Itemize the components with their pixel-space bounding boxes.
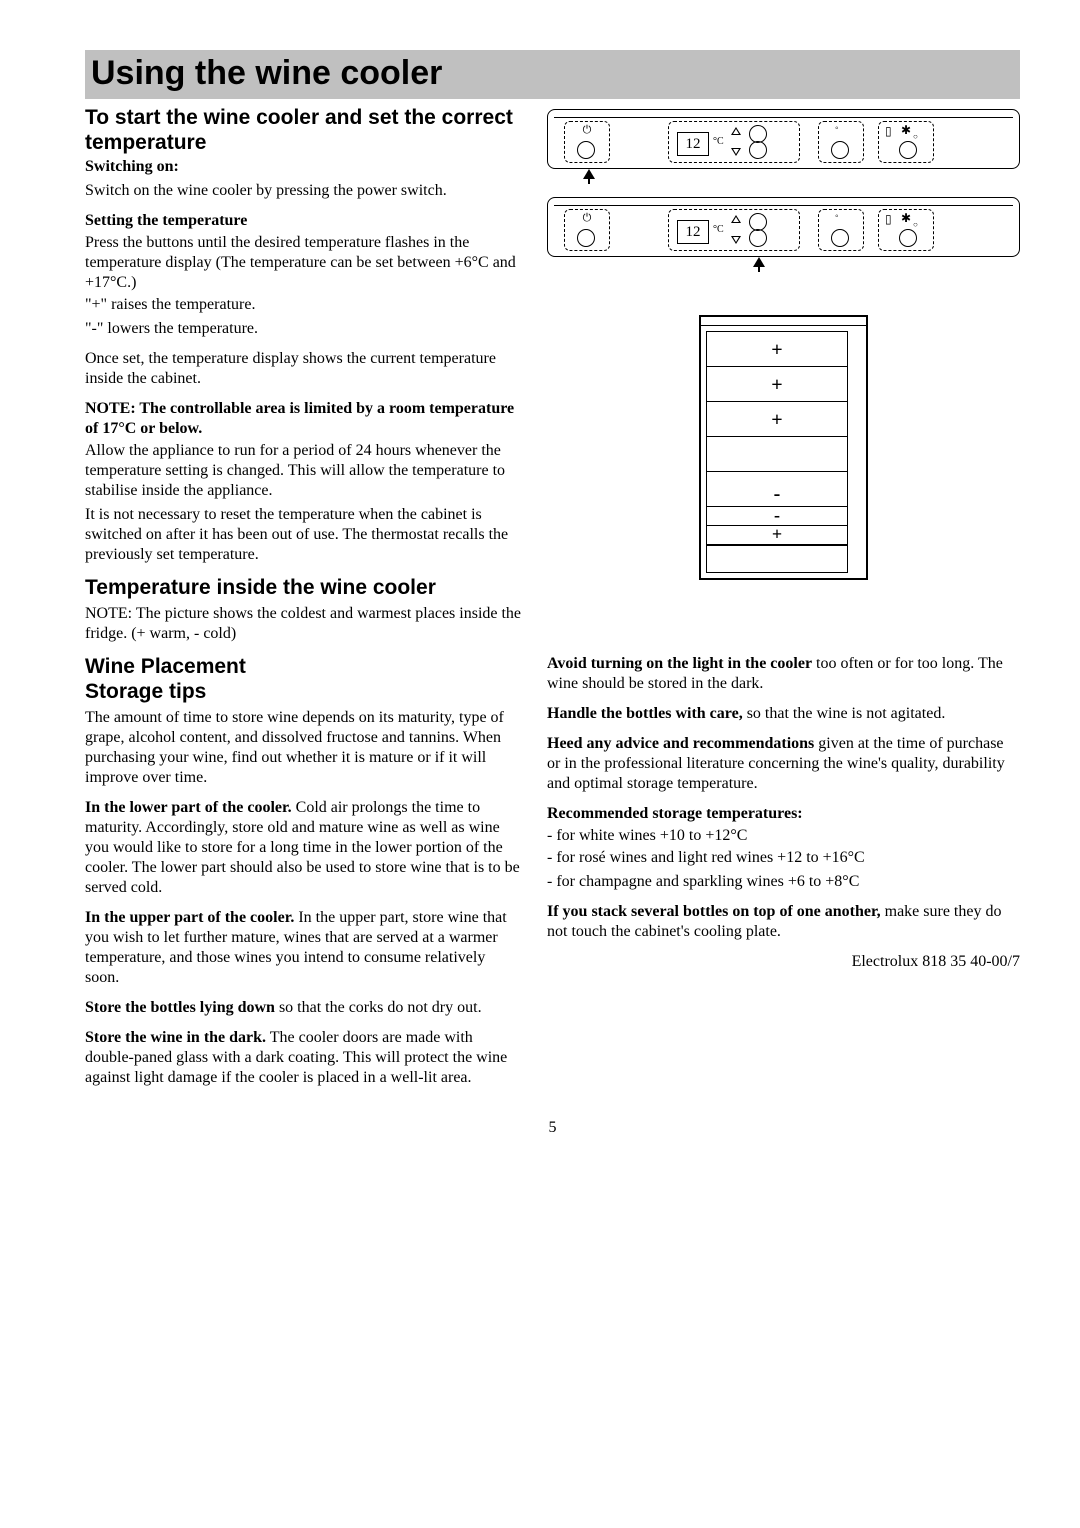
list-item: - for champagne and sparkling wines +6 t… bbox=[547, 872, 1020, 892]
button-icon bbox=[899, 141, 917, 159]
fridge-temperature-diagram: + + + - - + bbox=[699, 315, 868, 580]
shelf-row: + bbox=[707, 367, 847, 402]
two-column-layout: To start the wine cooler and set the cor… bbox=[85, 101, 1020, 1099]
button-icon bbox=[899, 229, 917, 247]
temp-up-icon bbox=[731, 127, 741, 135]
temp-down-icon bbox=[731, 148, 741, 156]
button-icon bbox=[749, 229, 767, 247]
shelf-row: - bbox=[707, 507, 847, 526]
section-heading: To start the wine cooler and set the cor… bbox=[85, 105, 523, 155]
footer-brand: Electrolux 818 35 40-00/7 bbox=[547, 952, 1020, 972]
subheading: Recommended storage temperatures: bbox=[547, 804, 1020, 824]
body-text: Avoid turning on the light in the cooler… bbox=[547, 654, 1020, 694]
body-text: Handle the bottles with care, so that th… bbox=[547, 704, 1020, 724]
inline-bold: In the upper part of the cooler. bbox=[85, 909, 294, 926]
section-heading: Wine Placement bbox=[85, 654, 523, 679]
button-icon bbox=[749, 213, 767, 231]
shelf-row: - bbox=[707, 472, 847, 507]
inline-bold: Avoid turning on the light in the cooler bbox=[547, 655, 812, 672]
body-text: In the upper part of the cooler. In the … bbox=[85, 908, 523, 988]
control-panel-diagram-temp: ⏻ 12 °C ◦ ▯ ✱ ○ bbox=[547, 197, 1020, 275]
pointer-arrow-icon bbox=[753, 257, 765, 267]
inline-text: so that the wine is not agitated. bbox=[743, 705, 946, 722]
light-icon: ◦ bbox=[835, 211, 839, 224]
inline-bold: Store the wine in the dark. bbox=[85, 1029, 266, 1046]
inline-bold: Store the bottles lying down bbox=[85, 999, 275, 1016]
bottle-icon: ▯ bbox=[885, 212, 892, 227]
button-icon bbox=[749, 141, 767, 159]
control-panel-diagram-power: ⏻ 12 °C ◦ ▯ ✱ ○ bbox=[547, 109, 1020, 187]
power-button-icon bbox=[577, 141, 595, 159]
page-number: 5 bbox=[85, 1118, 1020, 1138]
deg-c-label: °C bbox=[713, 136, 724, 149]
temp-up-icon bbox=[731, 215, 741, 223]
body-text: If you stack several bottles on top of o… bbox=[547, 902, 1020, 942]
inline-bold: Heed any advice and recommendations bbox=[547, 735, 814, 752]
note-heading: NOTE: The controllable area is limited b… bbox=[85, 399, 523, 439]
body-text: Store the wine in the dark. The cooler d… bbox=[85, 1028, 523, 1088]
list-item: - for rosé wines and light red wines +12… bbox=[547, 848, 1020, 868]
body-text: Store the bottles lying down so that the… bbox=[85, 998, 523, 1018]
body-text: Press the buttons until the desired temp… bbox=[85, 233, 523, 293]
button-icon bbox=[831, 141, 849, 159]
shelf-row: + bbox=[707, 526, 847, 546]
section-heading: Temperature inside the wine cooler bbox=[85, 575, 523, 600]
shelf-row: + bbox=[707, 402, 847, 437]
indicator-icon: ○ bbox=[913, 132, 918, 142]
body-text: Once set, the temperature display shows … bbox=[85, 349, 523, 389]
indicator-icon: ○ bbox=[913, 220, 918, 230]
deg-c-label: °C bbox=[713, 224, 724, 237]
body-text: Allow the appliance to run for a period … bbox=[85, 441, 523, 501]
bottle-icon: ▯ bbox=[885, 124, 892, 139]
title-banner: Using the wine cooler bbox=[85, 50, 1020, 99]
inline-bold: In the lower part of the cooler. bbox=[85, 799, 292, 816]
list-item: - for white wines +10 to +12°C bbox=[547, 826, 1020, 846]
body-text: In the lower part of the cooler. Cold ai… bbox=[85, 798, 523, 898]
temperature-display: 12 bbox=[677, 132, 709, 156]
body-text: "-" lowers the temperature. bbox=[85, 319, 523, 339]
shelf-row: + bbox=[707, 332, 847, 367]
light-icon: ◦ bbox=[835, 123, 839, 136]
pointer-arrow-icon bbox=[583, 169, 595, 179]
body-text: Switch on the wine cooler by pressing th… bbox=[85, 181, 523, 201]
power-button-icon bbox=[577, 229, 595, 247]
inline-text: so that the corks do not dry out. bbox=[275, 999, 482, 1016]
snowflake-icon: ✱ bbox=[901, 123, 911, 138]
temp-down-icon bbox=[731, 236, 741, 244]
panel-outline: ⏻ 12 °C ◦ ▯ ✱ ○ bbox=[547, 197, 1020, 257]
panel-outline: ⏻ 12 °C ◦ ▯ ✱ ○ bbox=[547, 109, 1020, 169]
left-column: To start the wine cooler and set the cor… bbox=[85, 101, 523, 1099]
power-icon: ⏻ bbox=[583, 124, 592, 138]
button-icon bbox=[831, 229, 849, 247]
body-text: "+" raises the temperature. bbox=[85, 295, 523, 315]
page-title: Using the wine cooler bbox=[91, 52, 1014, 95]
shelf-row bbox=[707, 546, 847, 572]
subheading: Setting the temperature bbox=[85, 211, 523, 231]
section-heading: Storage tips bbox=[85, 679, 523, 704]
right-column: ⏻ 12 °C ◦ ▯ ✱ ○ bbox=[547, 101, 1020, 1099]
body-text: Heed any advice and recommendations give… bbox=[547, 734, 1020, 794]
shelf-row bbox=[707, 437, 847, 472]
power-icon: ⏻ bbox=[583, 212, 592, 226]
inline-bold: Handle the bottles with care, bbox=[547, 705, 743, 722]
body-text: The amount of time to store wine depends… bbox=[85, 708, 523, 788]
body-text: It is not necessary to reset the tempera… bbox=[85, 505, 523, 565]
snowflake-icon: ✱ bbox=[901, 211, 911, 226]
body-text: NOTE: The picture shows the coldest and … bbox=[85, 604, 523, 644]
subheading: Switching on: bbox=[85, 157, 523, 177]
temperature-display: 12 bbox=[677, 220, 709, 244]
button-icon bbox=[749, 125, 767, 143]
inline-bold: If you stack several bottles on top of o… bbox=[547, 903, 881, 920]
